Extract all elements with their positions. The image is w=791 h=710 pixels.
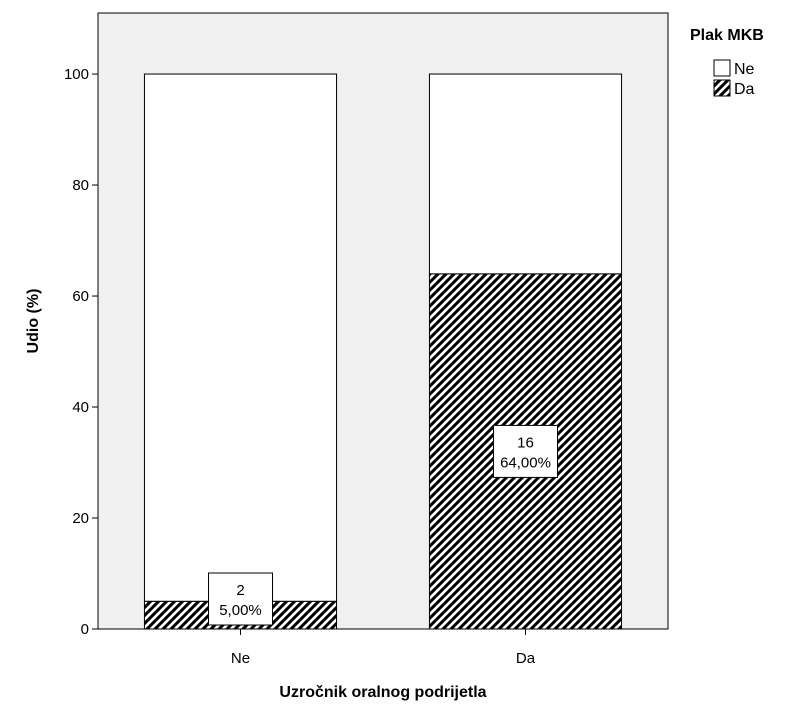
data-label-box bbox=[493, 424, 558, 478]
y-tick-label: 100 bbox=[64, 66, 89, 83]
legend-swatch bbox=[713, 79, 731, 97]
bar-ne-da bbox=[428, 73, 623, 275]
x-axis-title: Uzročnik oralnog podrijetla bbox=[279, 684, 486, 701]
legend-swatch bbox=[713, 59, 731, 77]
data-labels: 2 5,00% 16 64,00% bbox=[208, 424, 558, 626]
legend-label: Ne bbox=[734, 61, 755, 78]
y-tick-label: 0 bbox=[81, 621, 89, 638]
y-tick-label: 60 bbox=[72, 288, 89, 305]
x-tick-label: Ne bbox=[231, 650, 250, 667]
data-label-count: 2 bbox=[236, 582, 244, 599]
y-axis-title: Udio (%) bbox=[25, 289, 42, 354]
legend: Plak MKB Ne Da bbox=[690, 27, 764, 98]
y-tick-label: 80 bbox=[72, 177, 89, 194]
data-label-count: 16 bbox=[517, 434, 534, 451]
data-label-percent: 64,00% bbox=[500, 454, 551, 471]
legend-label: Da bbox=[734, 81, 755, 98]
data-label-da: 16 64,00% bbox=[493, 424, 558, 478]
y-axis: 0 20 40 60 80 100 bbox=[64, 13, 99, 638]
bar-ne-ne bbox=[143, 73, 338, 602]
y-tick-label: 40 bbox=[72, 399, 89, 416]
legend-item-ne: Ne bbox=[713, 59, 755, 78]
legend-entries: Ne Da bbox=[713, 59, 755, 98]
y-tick-label: 20 bbox=[72, 510, 89, 527]
data-label-ne: 2 5,00% bbox=[208, 572, 273, 626]
x-tick-label: Da bbox=[516, 650, 536, 667]
legend-title: Plak MKB bbox=[690, 27, 764, 44]
data-label-box bbox=[208, 572, 273, 626]
legend-item-da: Da bbox=[713, 79, 755, 98]
data-label-percent: 5,00% bbox=[219, 602, 262, 619]
x-axis: Ne Da bbox=[98, 628, 668, 667]
